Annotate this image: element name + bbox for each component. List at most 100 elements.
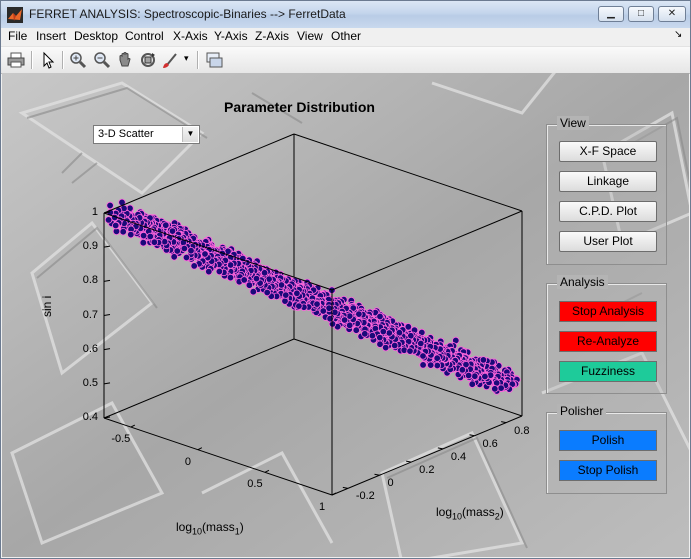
fuzziness-button[interactable]: Fuzziness [559,361,657,382]
scatter-point [282,291,290,299]
close-icon: ✕ [667,8,677,19]
xf-space-button[interactable]: X-F Space [559,141,657,162]
minimize-icon: ▁ [607,8,615,19]
scatter-point [481,372,489,381]
scatter-point [240,276,248,284]
menu-control[interactable]: Control [125,29,164,43]
box-edge [103,212,333,291]
plot-type-value: 3-D Scatter [98,128,154,140]
scatter-point [340,316,349,324]
print-icon[interactable] [6,50,26,70]
box-edge [331,415,523,496]
z-axis-label: sin i [40,295,54,317]
rotate-3d-icon[interactable] [138,50,158,70]
z-tick [103,245,111,248]
stop-analysis-button[interactable]: Stop Analysis [559,301,657,322]
scatter-point [173,247,181,255]
scatter-point [319,307,327,315]
menu-desktop[interactable]: Desktop [74,29,119,43]
y-tick [342,486,348,489]
scatter-point [376,340,384,348]
menu-z-axis[interactable]: Z-Axis [255,29,289,43]
polisher-panel: Polisher Polish Stop Polish [546,404,667,494]
minimize-button[interactable]: ▁ [598,6,624,22]
dropdown-arrow[interactable]: ▼ [182,127,198,142]
linkage-button[interactable]: Linkage [559,171,657,192]
polish-button[interactable]: Polish [559,430,657,451]
menu-other[interactable]: Other [331,29,362,43]
menu-view[interactable]: View [297,29,323,43]
stop-polish-button[interactable]: Stop Polish [559,460,657,481]
toolbar: ▾ [1,46,690,74]
menu-x-axis[interactable]: X-Axis [173,29,208,43]
maximize-button[interactable]: □ [628,6,654,22]
zoom-in-icon[interactable] [68,50,88,70]
user-plot-button[interactable]: User Plot [559,231,657,252]
scatter-point [215,267,224,276]
scatter-3d-axes[interactable] [2,73,689,557]
x-tick-label: 0.5 [247,478,263,491]
scatter-point [293,289,301,297]
z-tick-label: 0.6 [82,342,98,355]
zoom-out-icon[interactable] [92,50,112,70]
y-tick [437,447,443,450]
scatter-point [263,288,271,297]
scatter-point [471,372,479,380]
menu-file[interactable]: File [8,29,28,43]
box-edge [331,210,523,291]
y-tick [406,460,412,463]
z-tick [103,348,111,351]
box-edge [103,133,295,214]
dock-arrow-icon[interactable]: ↘ [674,29,683,40]
scatter-point [368,332,377,340]
scatter-point [355,310,363,318]
scatter-point [462,360,470,369]
plot-title: Parameter Distribution [224,99,375,115]
scatter-point [385,329,393,337]
y-tick [501,421,507,424]
scatter-point [170,253,178,261]
x-tick-label: 0 [184,455,191,468]
link-plot-icon[interactable] [204,50,224,70]
z-tick-label: 0.5 [82,376,98,389]
scatter-point [361,330,369,338]
x-tick [197,447,203,451]
close-button[interactable]: ✕ [658,6,686,22]
z-tick-label: 0.4 [82,411,98,423]
x-tick [130,424,136,428]
scatter-point [391,341,399,350]
scatter-point [468,380,476,388]
pan-hand-icon[interactable] [115,50,135,70]
data-brush-icon[interactable] [161,50,181,70]
scatter-point [252,274,261,283]
pointer-icon[interactable] [38,50,58,70]
scatter-point [379,327,387,336]
box-edge-back [293,133,523,212]
scatter-point [376,312,384,321]
scatter-point [168,227,177,235]
window-title: FERRET ANALYSIS: Spectroscopic-Binaries … [29,7,346,21]
scatter-point [187,246,195,255]
y-tick-label: 0 [387,477,394,490]
re-analyze-button[interactable]: Re-Analyze [559,331,657,352]
scatter-point [464,371,473,380]
scatter-point [119,227,127,236]
scatter-point [346,321,354,329]
scatter-point [479,356,488,364]
scatter-point [427,361,435,369]
polisher-panel-title: Polisher [557,404,607,418]
scatter-point [458,366,467,374]
scatter-point [376,333,384,342]
scatter-point [180,244,189,253]
menu-y-axis[interactable]: Y-Axis [214,29,248,43]
menu-insert[interactable]: Insert [36,29,67,43]
scatter-point [352,326,360,334]
plot-type-select[interactable]: 3-D Scatter ▼ [93,125,200,144]
toolbar-separator [197,51,199,69]
z-tick [103,416,111,419]
box-edge-back [103,338,295,419]
brush-dropdown-arrow-icon[interactable]: ▾ [184,53,189,63]
scatter-point [419,352,427,360]
scatter-point [190,262,198,270]
cpd-plot-button[interactable]: C.P.D. Plot [559,201,657,222]
